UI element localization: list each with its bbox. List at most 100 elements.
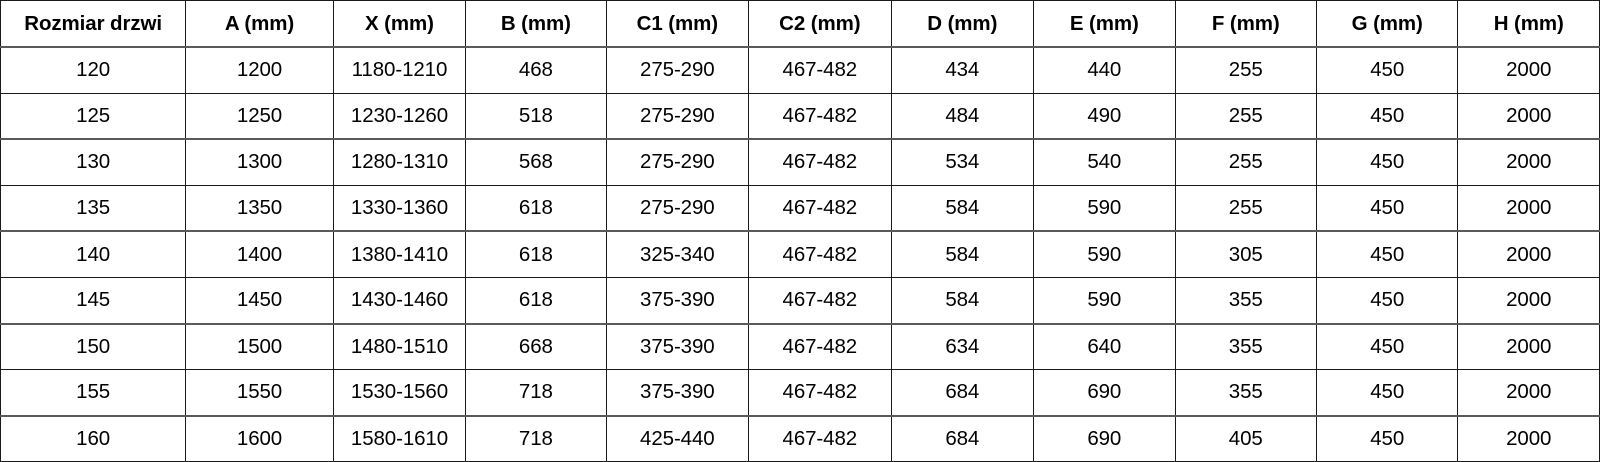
cell-c2: 467-482	[748, 92, 892, 140]
cell-d: 434	[890, 46, 1035, 94]
cell-f: 355	[1174, 276, 1317, 325]
table-row: 130 1300 1280-1310 568 275-290 467-482 5…	[0, 138, 1600, 186]
cell-b: 618	[465, 184, 607, 232]
column-header-e: E (mm)	[1033, 0, 1176, 48]
cell-x: 1230-1260	[332, 92, 467, 140]
cell-e: 490	[1033, 92, 1176, 140]
cell-c2: 467-482	[748, 369, 892, 417]
cell-e: 440	[1033, 46, 1176, 94]
cell-c2: 467-482	[748, 138, 892, 186]
cell-f: 255	[1174, 138, 1317, 186]
column-header-x: X (mm)	[332, 0, 467, 48]
cell-h: 2000	[1457, 276, 1600, 325]
cell-c1: 375-390	[605, 276, 750, 325]
cell-e: 590	[1033, 276, 1176, 325]
cell-g: 450	[1315, 322, 1459, 371]
cell-c2: 467-482	[748, 230, 892, 278]
cell-x: 1280-1310	[332, 138, 467, 186]
cell-a: 1450	[185, 276, 334, 325]
cell-x: 1480-1510	[332, 322, 467, 371]
cell-e: 640	[1033, 322, 1176, 371]
cell-c2: 467-482	[748, 414, 892, 462]
cell-g: 450	[1315, 46, 1459, 94]
cell-b: 518	[465, 92, 607, 140]
cell-c1: 275-290	[605, 92, 750, 140]
column-header-g: G (mm)	[1315, 0, 1459, 48]
table-row: 135 1350 1330-1360 618 275-290 467-482 5…	[0, 184, 1600, 232]
cell-x: 1580-1610	[332, 414, 467, 462]
cell-f: 305	[1174, 230, 1317, 278]
cell-d: 584	[890, 184, 1035, 232]
cell-h: 2000	[1457, 414, 1600, 462]
cell-g: 450	[1315, 414, 1459, 462]
cell-e: 690	[1033, 414, 1176, 462]
cell-b: 468	[465, 46, 607, 94]
column-header-c1: C1 (mm)	[605, 0, 750, 48]
cell-h: 2000	[1457, 369, 1600, 417]
column-header-h: H (mm)	[1457, 0, 1600, 48]
cell-g: 450	[1315, 184, 1459, 232]
cell-x: 1530-1560	[332, 369, 467, 417]
table-row: 120 1200 1180-1210 468 275-290 467-482 4…	[0, 46, 1600, 94]
table-row: 125 1250 1230-1260 518 275-290 467-482 4…	[0, 92, 1600, 140]
cell-d: 584	[890, 276, 1035, 325]
column-header-d: D (mm)	[890, 0, 1035, 48]
cell-b: 668	[465, 322, 607, 371]
table-header-row: Rozmiar drzwi A (mm) X (mm) B (mm) C1 (m…	[0, 0, 1600, 48]
cell-d: 634	[890, 322, 1035, 371]
cell-b: 718	[465, 414, 607, 462]
cell-f: 255	[1174, 92, 1317, 140]
cell-h: 2000	[1457, 230, 1600, 278]
cell-size: 130	[0, 138, 187, 186]
cell-g: 450	[1315, 92, 1459, 140]
cell-c1: 275-290	[605, 184, 750, 232]
table-row: 150 1500 1480-1510 668 375-390 467-482 6…	[0, 322, 1600, 371]
cell-f: 255	[1174, 46, 1317, 94]
cell-d: 684	[890, 414, 1035, 462]
cell-x: 1430-1460	[332, 276, 467, 325]
table-row: 155 1550 1530-1560 718 375-390 467-482 6…	[0, 369, 1600, 417]
cell-size: 140	[0, 230, 187, 278]
cell-c1: 275-290	[605, 46, 750, 94]
cell-b: 718	[465, 369, 607, 417]
cell-h: 2000	[1457, 322, 1600, 371]
column-header-f: F (mm)	[1174, 0, 1317, 48]
cell-x: 1330-1360	[332, 184, 467, 232]
cell-h: 2000	[1457, 92, 1600, 140]
table-body: 120 1200 1180-1210 468 275-290 467-482 4…	[0, 46, 1600, 462]
cell-f: 355	[1174, 322, 1317, 371]
table-row: 140 1400 1380-1410 618 325-340 467-482 5…	[0, 230, 1600, 278]
cell-b: 568	[465, 138, 607, 186]
cell-g: 450	[1315, 369, 1459, 417]
cell-d: 584	[890, 230, 1035, 278]
cell-size: 125	[0, 92, 187, 140]
table-header: Rozmiar drzwi A (mm) X (mm) B (mm) C1 (m…	[0, 0, 1600, 48]
cell-d: 684	[890, 369, 1035, 417]
cell-g: 450	[1315, 276, 1459, 325]
cell-size: 150	[0, 322, 187, 371]
cell-a: 1300	[185, 138, 334, 186]
cell-c1: 375-390	[605, 322, 750, 371]
cell-size: 155	[0, 369, 187, 417]
cell-size: 135	[0, 184, 187, 232]
cell-g: 450	[1315, 138, 1459, 186]
cell-e: 540	[1033, 138, 1176, 186]
cell-x: 1180-1210	[332, 46, 467, 94]
cell-a: 1200	[185, 46, 334, 94]
cell-x: 1380-1410	[332, 230, 467, 278]
column-header-rozmiar-drzwi: Rozmiar drzwi	[0, 0, 187, 48]
cell-b: 618	[465, 276, 607, 325]
cell-d: 534	[890, 138, 1035, 186]
cell-e: 690	[1033, 369, 1176, 417]
table-row: 160 1600 1580-1610 718 425-440 467-482 6…	[0, 414, 1600, 462]
cell-c1: 425-440	[605, 414, 750, 462]
cell-d: 484	[890, 92, 1035, 140]
column-header-b: B (mm)	[465, 0, 607, 48]
table-row: 145 1450 1430-1460 618 375-390 467-482 5…	[0, 276, 1600, 325]
cell-size: 160	[0, 414, 187, 462]
cell-size: 120	[0, 46, 187, 94]
cell-c2: 467-482	[748, 276, 892, 325]
cell-c1: 275-290	[605, 138, 750, 186]
